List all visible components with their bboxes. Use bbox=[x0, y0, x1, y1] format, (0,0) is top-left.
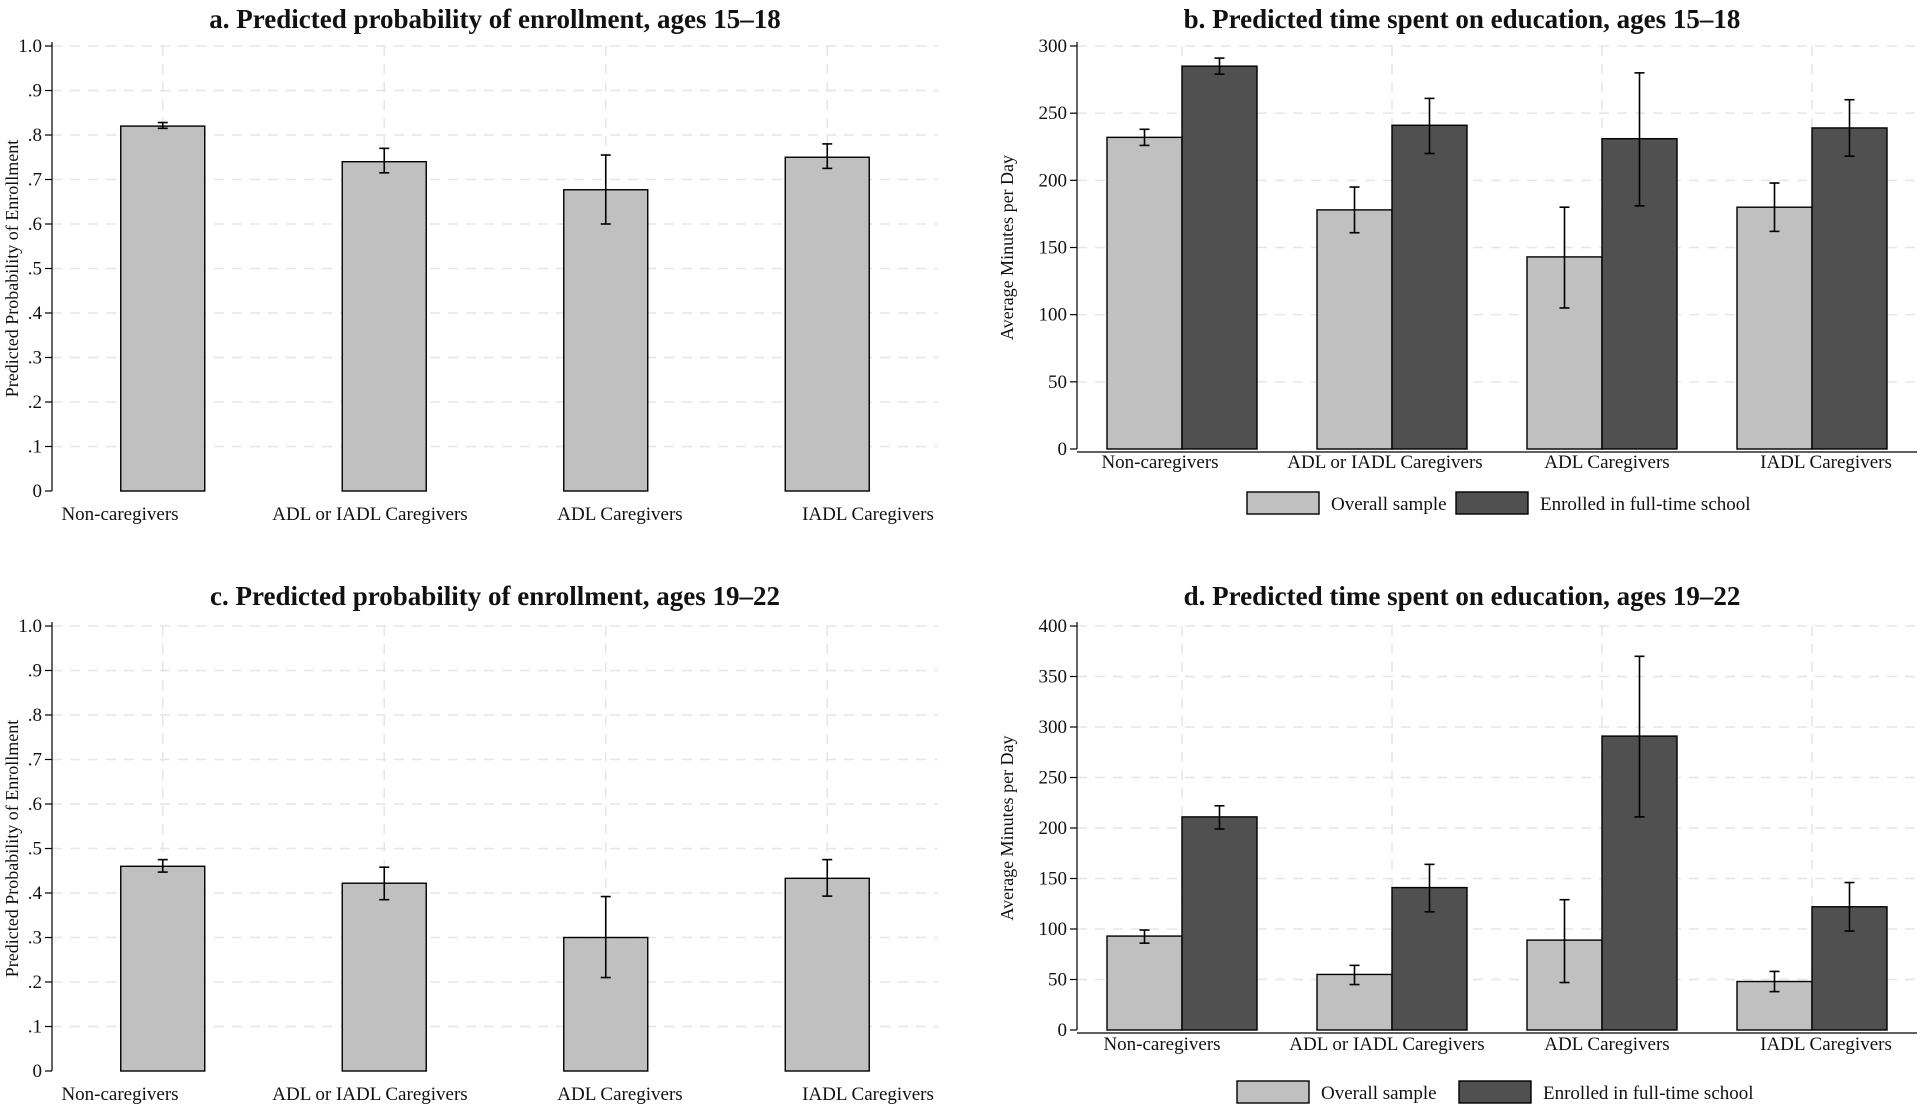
category-label: IADL Caregivers bbox=[1760, 452, 1892, 473]
bar-iadl-caregivers-enrolled-in-full-time-school bbox=[1811, 127, 1888, 450]
legend-swatch-enrolled-in-full-time-school bbox=[1458, 1080, 1532, 1104]
y-tick-label: 300 bbox=[1039, 36, 1068, 57]
bar-iadl-caregivers-predicted-probability bbox=[784, 877, 870, 1072]
panel-b-time-15-18: b. Predicted time spent on education, ag… bbox=[997, 4, 1917, 515]
y-axis-label: Average Minutes per Day bbox=[997, 155, 1017, 340]
y-tick-label: .2 bbox=[28, 392, 42, 413]
y-tick-label: .3 bbox=[28, 928, 42, 949]
y-tick-label: .7 bbox=[28, 170, 42, 191]
series-predicted-probability bbox=[120, 858, 870, 1072]
panel-d-time-19-22: d. Predicted time spent on education, ag… bbox=[997, 581, 1917, 1104]
y-tick-label: 200 bbox=[1039, 170, 1068, 191]
category-label: ADL Caregivers bbox=[557, 504, 682, 525]
bar-non-caregivers-predicted-probability bbox=[120, 125, 206, 492]
y-tick-label: 0 bbox=[33, 481, 43, 502]
chart-title: a. Predicted probability of enrollment, … bbox=[209, 4, 780, 34]
series-overall-sample bbox=[1106, 128, 1813, 450]
y-tick-label: 200 bbox=[1039, 818, 1068, 839]
bar-adl-or-iadl-caregivers-predicted-probability bbox=[341, 882, 427, 1072]
category-label: ADL or IADL Caregivers bbox=[1287, 452, 1482, 473]
bar-adl-or-iadl-caregivers-enrolled-in-full-time-school bbox=[1391, 124, 1468, 450]
y-tick-label: 300 bbox=[1039, 717, 1068, 738]
y-tick-label: .9 bbox=[28, 661, 42, 682]
y-tick-label: .8 bbox=[28, 705, 42, 726]
y-tick-label: .5 bbox=[28, 839, 42, 860]
bar-non-caregivers-enrolled-in-full-time-school bbox=[1181, 65, 1258, 450]
bar-non-caregivers-predicted-probability bbox=[120, 865, 206, 1072]
bar-non-caregivers-enrolled-in-full-time-school bbox=[1181, 816, 1258, 1031]
y-tick-label: .8 bbox=[28, 125, 42, 146]
panel-a-enrollment-15-18: a. Predicted probability of enrollment, … bbox=[2, 4, 938, 525]
category-label: Non-caregivers bbox=[61, 1084, 178, 1105]
y-tick-label: 100 bbox=[1039, 305, 1068, 326]
y-tick-label: 1.0 bbox=[18, 616, 42, 637]
category-label: Non-caregivers bbox=[1103, 1034, 1220, 1055]
legend-swatch-overall-sample bbox=[1236, 1080, 1310, 1104]
category-label: IADL Caregivers bbox=[1760, 1034, 1892, 1055]
category-label: IADL Caregivers bbox=[802, 1084, 934, 1105]
y-tick-label: 100 bbox=[1039, 919, 1068, 940]
y-tick-label: .2 bbox=[28, 972, 42, 993]
category-label: ADL or IADL Caregivers bbox=[1289, 1034, 1484, 1055]
y-tick-label: .4 bbox=[28, 303, 43, 324]
legend-label-enrolled-in-full-time-school: Enrolled in full-time school bbox=[1543, 1083, 1754, 1104]
chart-title: d. Predicted time spent on education, ag… bbox=[1184, 581, 1741, 611]
legend-swatch-enrolled-in-full-time-school bbox=[1455, 491, 1529, 515]
y-tick-label: 50 bbox=[1048, 970, 1067, 991]
legend-label-enrolled-in-full-time-school: Enrolled in full-time school bbox=[1540, 494, 1751, 515]
series-enrolled-in-full-time-school bbox=[1181, 57, 1888, 450]
y-tick-label: .1 bbox=[28, 437, 42, 458]
panel-c-enrollment-19-22: c. Predicted probability of enrollment, … bbox=[2, 581, 938, 1105]
y-tick-label: 1.0 bbox=[18, 36, 42, 57]
y-axis-label: Average Minutes per Day bbox=[997, 735, 1017, 920]
bar-non-caregivers-overall-sample bbox=[1106, 136, 1183, 450]
chart-title: c. Predicted probability of enrollment, … bbox=[210, 581, 780, 611]
legend-swatch-overall-sample bbox=[1246, 491, 1320, 515]
bar-iadl-caregivers-overall-sample bbox=[1736, 206, 1813, 450]
y-tick-label: .6 bbox=[28, 794, 42, 815]
bar-iadl-caregivers-predicted-probability bbox=[784, 156, 870, 492]
y-tick-label: 250 bbox=[1039, 103, 1068, 124]
y-tick-label: 50 bbox=[1048, 372, 1067, 393]
y-tick-label: .9 bbox=[28, 81, 42, 102]
category-label: ADL Caregivers bbox=[1544, 1034, 1669, 1055]
y-tick-label: .6 bbox=[28, 214, 42, 235]
category-label: ADL or IADL Caregivers bbox=[272, 1084, 467, 1105]
y-tick-label: 150 bbox=[1039, 238, 1068, 259]
category-label: Non-caregivers bbox=[61, 504, 178, 525]
category-label: ADL Caregivers bbox=[557, 1084, 682, 1105]
series-overall-sample bbox=[1106, 898, 1813, 1031]
y-tick-label: 150 bbox=[1039, 869, 1068, 890]
y-tick-label: 0 bbox=[1058, 1020, 1068, 1041]
legend: Overall sample Enrolled in full-time scho… bbox=[1246, 491, 1751, 515]
legend-label-overall-sample: Overall sample bbox=[1321, 1083, 1437, 1104]
bar-non-caregivers-overall-sample bbox=[1106, 935, 1183, 1031]
category-label: Non-caregivers bbox=[1101, 452, 1218, 473]
legend-label-overall-sample: Overall sample bbox=[1331, 494, 1447, 515]
y-tick-label: .4 bbox=[28, 883, 43, 904]
y-tick-label: 0 bbox=[33, 1061, 43, 1082]
y-tick-label: .7 bbox=[28, 750, 42, 771]
y-tick-label: .3 bbox=[28, 348, 42, 369]
bar-adl-or-iadl-caregivers-predicted-probability bbox=[341, 160, 427, 492]
y-tick-label: 400 bbox=[1039, 616, 1068, 637]
y-axis-label: Predicted Probability of Enrollment bbox=[2, 140, 22, 397]
y-tick-label: .5 bbox=[28, 259, 42, 280]
bar-adl-caregivers-predicted-probability bbox=[563, 189, 649, 492]
series-enrolled-in-full-time-school bbox=[1181, 655, 1888, 1031]
y-tick-label: .1 bbox=[28, 1017, 42, 1038]
chart-title: b. Predicted time spent on education, ag… bbox=[1184, 4, 1741, 34]
series-predicted-probability bbox=[120, 121, 870, 492]
y-tick-label: 250 bbox=[1039, 768, 1068, 789]
legend: Overall sample Enrolled in full-time scho… bbox=[1236, 1080, 1754, 1104]
category-label: ADL Caregivers bbox=[1544, 452, 1669, 473]
category-label: IADL Caregivers bbox=[802, 504, 934, 525]
bar-adl-or-iadl-caregivers-overall-sample bbox=[1316, 209, 1393, 450]
y-tick-label: 350 bbox=[1039, 667, 1068, 688]
y-tick-label: 0 bbox=[1058, 439, 1068, 460]
y-axis-label: Predicted Probability of Enrollment bbox=[2, 720, 22, 977]
category-label: ADL or IADL Caregivers bbox=[272, 504, 467, 525]
